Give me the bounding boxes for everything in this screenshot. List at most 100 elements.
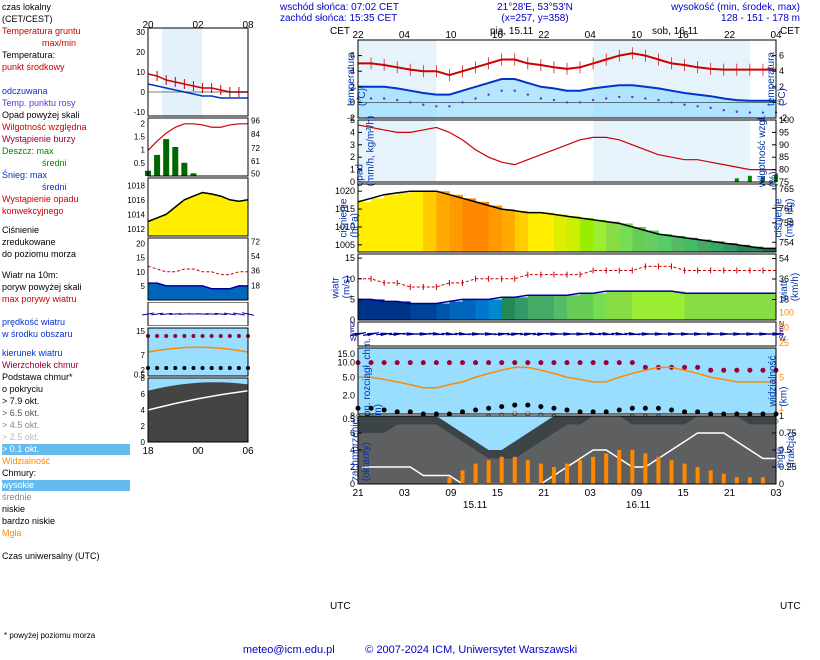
- svg-text:765: 765: [779, 184, 794, 194]
- svg-text:1018: 1018: [127, 181, 145, 190]
- svg-text:96: 96: [251, 116, 260, 125]
- svg-text:15: 15: [136, 327, 145, 336]
- spacer: [2, 540, 130, 550]
- svg-text:0: 0: [141, 438, 146, 447]
- mc-cover: zachmurzenie(oktanty) mgła(frakcja) 0246…: [358, 416, 776, 484]
- leg-wiatr: Wiatr na 10m:: [2, 270, 130, 281]
- svg-text:15: 15: [136, 254, 145, 263]
- svg-text:50: 50: [779, 323, 789, 333]
- svg-text:15: 15: [492, 488, 504, 499]
- day2: sob, 16.11: [652, 26, 698, 37]
- leg-kier: kierunek wiatru: [2, 348, 130, 359]
- sc-clouds: 0.52715: [132, 328, 264, 376]
- svg-text:21: 21: [352, 488, 364, 499]
- leg-wierz: Wierzchołek chmur: [2, 360, 130, 371]
- yl-zachm: zachmurzenie: [350, 419, 361, 481]
- yl-wiatr: wiatr: [330, 277, 341, 298]
- spacer: [2, 261, 130, 269]
- yl-cisn: ciśnienie: [338, 199, 349, 238]
- svg-text:6: 6: [141, 390, 146, 399]
- yr-wilg: wilgotność wzgl.: [757, 115, 768, 187]
- sc-wiatr: 510152018365472: [132, 238, 264, 300]
- mc-clouds: pion. rozciągł. chm.(km) widzialność(km)…: [358, 348, 776, 414]
- mc-temp: temperatura(°C) temperatura(°C) -20246-2…: [358, 40, 776, 118]
- svg-text:03: 03: [399, 488, 411, 499]
- leg-punkt: punkt środkowy: [2, 62, 130, 73]
- leg-mgla: Mgła: [2, 528, 130, 539]
- svg-text:36: 36: [251, 267, 260, 276]
- svg-text:0: 0: [141, 88, 146, 97]
- yl-chm: pion. rozciągł. chm.: [362, 338, 373, 424]
- sc-temp: -100102030: [132, 28, 264, 116]
- mc-wiatr: wiatr(m/s) wiatr(km/h) 051015183654: [358, 254, 776, 320]
- cet-left: CET: [330, 26, 350, 37]
- grid: (x=257, y=358): [497, 13, 573, 24]
- svg-text:4: 4: [141, 406, 146, 415]
- mc-opad: opad(mm/h, kg/m²/h) wilgotność wzgl.(%) …: [358, 120, 776, 182]
- svg-text:20: 20: [136, 240, 145, 249]
- svg-text:21: 21: [538, 488, 550, 499]
- svg-text:0: 0: [779, 479, 784, 489]
- sunrise: wschód słońca: 07:02 CET: [280, 2, 399, 13]
- svg-text:2: 2: [141, 119, 146, 128]
- svg-text:2: 2: [141, 422, 146, 431]
- svg-text:61: 61: [251, 157, 260, 166]
- svg-text:1: 1: [779, 411, 784, 421]
- spacer: [2, 341, 130, 347]
- svg-text:1: 1: [141, 146, 146, 155]
- svg-text:09: 09: [631, 488, 643, 499]
- yr-mgla: mgła: [775, 446, 786, 468]
- elev: 128 - 151 - 178 m: [671, 13, 800, 24]
- svg-text:15.11: 15.11: [463, 500, 488, 511]
- svg-text:06: 06: [242, 446, 254, 457]
- header: wschód słońca: 07:02 CET zachód słońca: …: [280, 2, 800, 24]
- svg-text:1016: 1016: [127, 196, 145, 205]
- mc-cisn: ciśnienie(hPa) ciśnienie(mm Hg) 10051010…: [358, 184, 776, 252]
- leg-utc: Czas uniwersalny (UTC): [2, 551, 130, 562]
- svg-text:754: 754: [779, 237, 794, 247]
- coords: 21°28'E, 53°53'N: [497, 2, 573, 13]
- leg-widz: Widzialność: [2, 456, 130, 467]
- svg-text:72: 72: [251, 144, 260, 153]
- svg-text:10: 10: [136, 268, 145, 277]
- yr-widz: widzialność: [767, 355, 778, 406]
- svg-text:00: 00: [192, 446, 204, 457]
- svg-text:5: 5: [141, 282, 146, 291]
- leg-25: > 2.5 okt.: [2, 432, 130, 443]
- leg-czas: czas lokalny: [2, 2, 130, 13]
- yl-zachm-u: (oktanty): [361, 442, 372, 481]
- svg-text:15: 15: [678, 488, 690, 499]
- footer-url: meteo@icm.edu.pl: [243, 644, 335, 656]
- yr-wiatr: wiatr: [779, 280, 790, 301]
- spacer: [2, 306, 130, 316]
- svg-text:1005: 1005: [335, 240, 355, 250]
- leg-01: > 0.1 okt.: [2, 444, 130, 455]
- yl-opad: opad: [354, 164, 365, 186]
- footnote: * powyżej poziomu morza: [4, 631, 95, 640]
- svg-text:54: 54: [779, 254, 789, 264]
- sunset: zachód słońca: 15:35 CET: [280, 13, 399, 24]
- svg-text:5.0: 5.0: [342, 372, 355, 382]
- yr-wiatr-u: (km/h): [790, 273, 801, 301]
- svg-text:18: 18: [251, 281, 260, 290]
- svg-text:95: 95: [779, 127, 789, 137]
- yr-cisn-u: (mm Hg): [785, 199, 796, 238]
- footer-copy: © 2007-2024 ICM, Uniwersytet Warszawski: [365, 644, 577, 656]
- svg-text:72: 72: [251, 237, 260, 246]
- svg-text:8: 8: [141, 374, 146, 383]
- sc-opad: 0.511.525061728496: [132, 118, 264, 176]
- svg-text:1020: 1020: [335, 186, 355, 196]
- leg-snieg: Śnieg: max: [2, 170, 130, 181]
- yl-opad-u: (mm/h, kg/m²/h): [365, 116, 376, 187]
- svg-text:85: 85: [779, 152, 789, 162]
- spacer: [2, 74, 130, 85]
- utc-left: UTC: [330, 601, 351, 612]
- yr-mgla-u: (frakcja): [786, 432, 797, 468]
- leg-pred: prędkość wiatru: [2, 317, 130, 328]
- svg-text:10.0: 10.0: [337, 358, 355, 368]
- sc-cover: 02468: [132, 378, 264, 442]
- leg-sredni: średni: [2, 158, 130, 169]
- svg-text:15.0: 15.0: [337, 349, 355, 359]
- leg-wilg: Wilgotność względna: [2, 122, 130, 133]
- yl-temp: temperatura: [346, 52, 357, 106]
